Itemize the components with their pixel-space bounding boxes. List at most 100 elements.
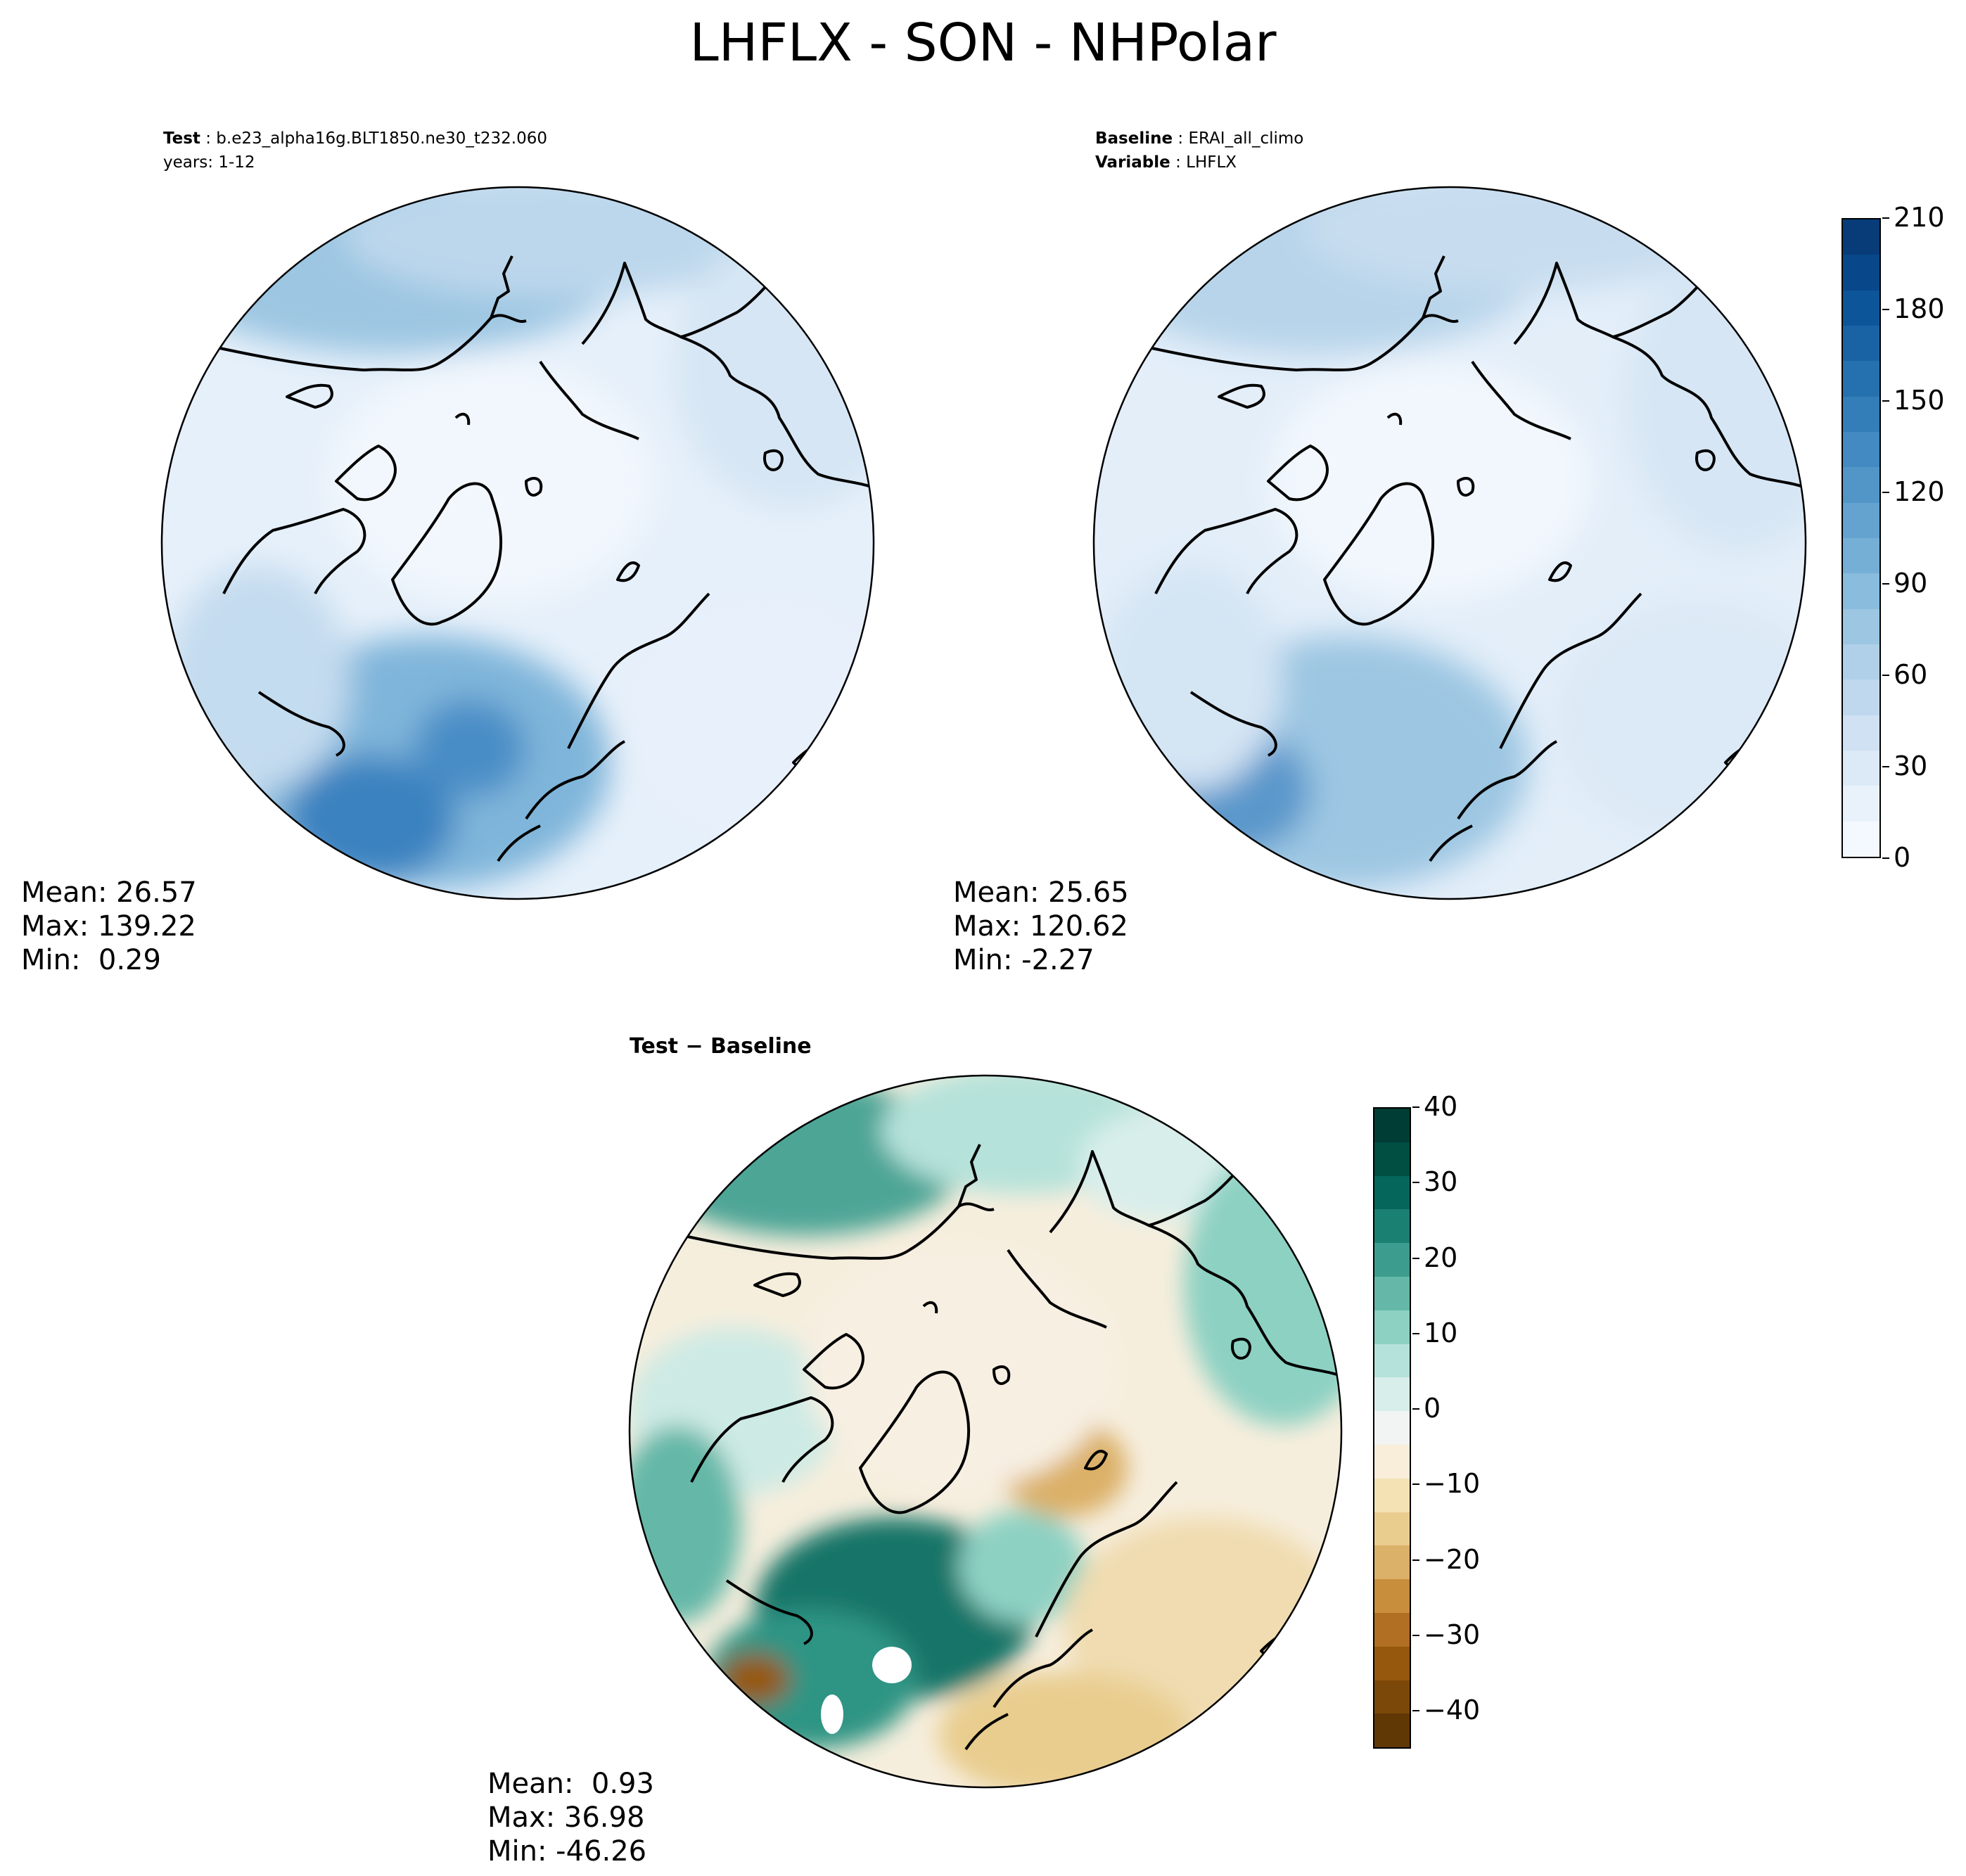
main-colorbar-tick-mark (1882, 766, 1889, 767)
diff-colorbar-tick-mark (1412, 1332, 1419, 1334)
main-colorbar-tick-mark (1882, 309, 1889, 310)
diff-colorbar-tick-mark (1412, 1635, 1419, 1637)
main-colorbar-tick-label: 150 (1894, 385, 1945, 416)
diff-colorbar-tick-mark (1412, 1257, 1419, 1259)
main-colorbar-tick-label: 210 (1894, 202, 1945, 233)
main-colorbar-swatch (1843, 821, 1879, 857)
main-colorbar-tick-mark (1882, 492, 1889, 493)
main-colorbar-swatch (1843, 326, 1879, 362)
diff-colorbar-swatch (1374, 1411, 1410, 1445)
main-colorbar-tick-mark (1882, 583, 1889, 585)
diff-map (628, 1074, 1343, 1789)
diff-colorbar-tick-label: −30 (1424, 1619, 1481, 1651)
baseline-max: Max: 120.62 (953, 910, 1128, 943)
diff-colorbar-swatch (1374, 1545, 1410, 1580)
test-max: Max: 139.22 (21, 910, 196, 943)
main-colorbar-swatch (1843, 644, 1879, 680)
test-case-name: b.e23_alpha16g.BLT1850.ne30_t232.060 (216, 129, 547, 148)
diff-colorbar-ticks: 40 30 20 10 0 −10 −20 −30 −40 (1412, 1093, 1497, 1749)
diff-colorbar-tick-label: −20 (1424, 1543, 1481, 1575)
test-mean: Mean: 26.57 (21, 876, 197, 909)
diff-colorbar-swatch (1374, 1377, 1410, 1412)
diff-colorbar-swatch (1374, 1444, 1410, 1479)
main-colorbar-swatch (1843, 786, 1879, 822)
diff-colorbar-swatch (1374, 1310, 1410, 1344)
main-colorbar-swatch (1843, 502, 1879, 539)
diff-colorbar-swatch (1374, 1612, 1410, 1647)
diff-colorbar-swatch (1374, 1714, 1410, 1748)
diff-colorbar-tick-label: 30 (1424, 1166, 1458, 1198)
diff-colorbar-swatch (1374, 1109, 1410, 1142)
baseline-label-key: Baseline (1095, 129, 1173, 148)
baseline-coastlines (1148, 255, 1806, 862)
figure-title: LHFLX - SON - NHPolar (689, 13, 1277, 73)
baseline-field (1094, 187, 1806, 899)
main-colorbar-swatch (1843, 751, 1879, 786)
baseline-case-name: ERAI_all_climo (1188, 129, 1304, 148)
diff-colorbar-swatch (1374, 1579, 1410, 1613)
main-colorbar-tick-label: 0 (1894, 842, 1911, 873)
main-colorbar (1841, 218, 1881, 858)
main-colorbar-tick-label: 180 (1894, 293, 1945, 324)
diff-colorbar-tick-mark (1412, 1559, 1419, 1561)
main-colorbar-swatch (1843, 467, 1879, 503)
main-colorbar-tick-label: 30 (1894, 751, 1928, 781)
diff-colorbar-tick-label: 20 (1424, 1242, 1458, 1273)
diff-colorbar-tick-mark (1412, 1182, 1419, 1184)
main-colorbar-tick-mark (1882, 217, 1889, 219)
diff-colorbar-tick-mark (1412, 1710, 1419, 1712)
test-years: years: 1-12 (163, 153, 255, 172)
main-colorbar-swatch (1843, 679, 1879, 715)
diff-colorbar-swatch (1374, 1276, 1410, 1310)
diff-colorbar-swatch (1374, 1243, 1410, 1277)
diff-colorbar-tick-mark (1412, 1408, 1419, 1410)
diff-colorbar-swatch (1374, 1142, 1410, 1176)
diff-colorbar-tick-label: 40 (1424, 1091, 1458, 1122)
main-colorbar-swatch (1843, 396, 1879, 433)
diff-colorbar-swatch (1374, 1478, 1410, 1512)
test-field (162, 187, 874, 899)
baseline-panel-header: Baseline : ERAI_all_climo Variable : LHF… (1095, 129, 1304, 172)
test-coastlines (216, 255, 874, 862)
test-min: Min: 0.29 (21, 944, 161, 976)
baseline-mean: Mean: 25.65 (953, 876, 1129, 909)
diff-mean: Mean: 0.93 (487, 1768, 654, 1800)
diff-missing-region (821, 1695, 843, 1734)
diff-colorbar-swatch (1374, 1209, 1410, 1244)
variable-name: LHFLX (1186, 153, 1237, 172)
main-colorbar-swatch (1843, 538, 1879, 574)
baseline-map-boundary (1092, 186, 1807, 900)
baseline-map (1092, 186, 1807, 900)
diff-max: Max: 36.98 (487, 1801, 645, 1834)
main-colorbar-swatch (1843, 255, 1879, 291)
variable-label-key: Variable (1095, 153, 1170, 172)
diff-colorbar-tick-mark (1412, 1106, 1419, 1108)
diff-colorbar-swatch (1374, 1175, 1410, 1210)
main-colorbar-tick-mark (1882, 675, 1889, 676)
diff-min: Min: -46.26 (487, 1835, 647, 1868)
diff-colorbar-swatch (1374, 1344, 1410, 1378)
diff-stats: Mean: 0.93 Max: 36.98 Min: -46.26 (487, 1767, 654, 1868)
test-panel-header: Test : b.e23_alpha16g.BLT1850.ne30_t232.… (163, 129, 547, 172)
main-colorbar-ticks: 0 30 60 90 120 150 180 210 (1882, 204, 1960, 871)
diff-colorbar (1373, 1107, 1411, 1749)
diff-field (630, 1076, 1341, 1787)
main-colorbar-swatch (1843, 432, 1879, 468)
diff-missing-region (872, 1647, 912, 1683)
diff-colorbar-swatch (1374, 1512, 1410, 1546)
main-colorbar-swatch (1843, 573, 1879, 609)
main-colorbar-swatch (1843, 608, 1879, 645)
test-label-key: Test (163, 129, 200, 148)
diff-map-boundary (628, 1074, 1343, 1789)
diff-coastlines (684, 1143, 1341, 1751)
diff-colorbar-tick-label: −10 (1424, 1468, 1481, 1500)
diff-colorbar-tick-label: 0 (1424, 1393, 1441, 1424)
main-colorbar-tick-mark (1882, 857, 1889, 859)
main-colorbar-tick-label: 90 (1894, 568, 1928, 599)
test-map (160, 186, 875, 900)
test-map-boundary (160, 186, 875, 900)
baseline-min: Min: -2.27 (953, 944, 1094, 976)
diff-colorbar-tick-mark (1412, 1483, 1419, 1486)
main-colorbar-tick-mark (1882, 400, 1889, 402)
test-stats: Mean: 26.57 Max: 139.22 Min: 0.29 (21, 876, 197, 977)
